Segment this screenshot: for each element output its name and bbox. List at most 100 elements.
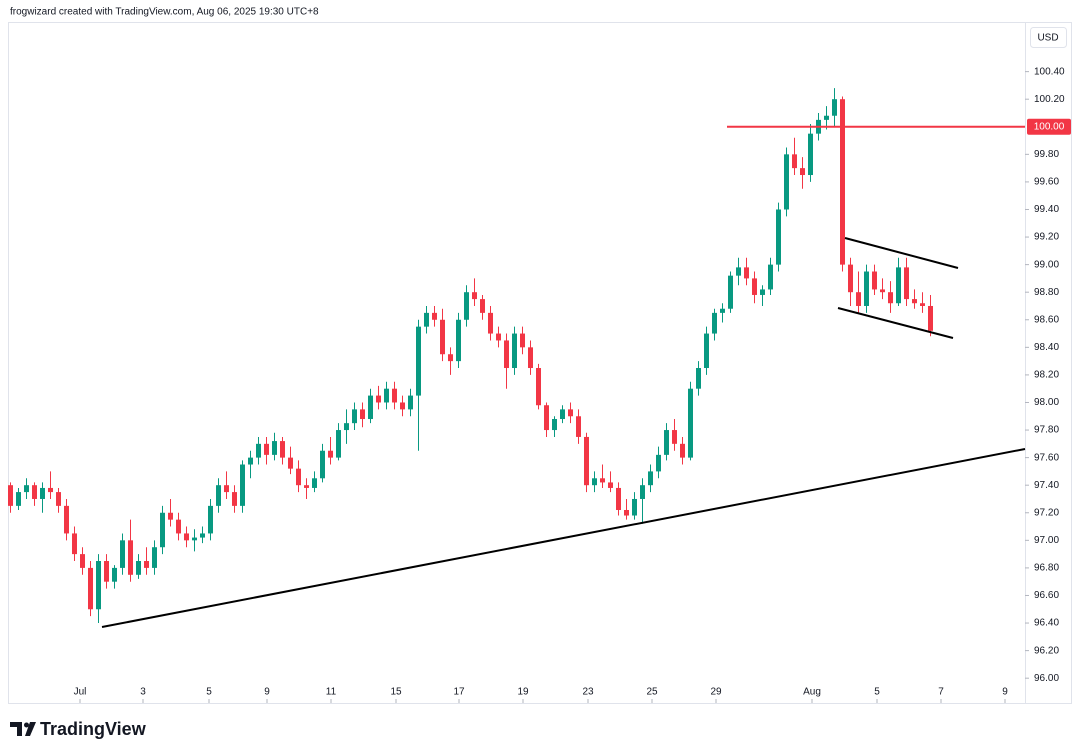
currency[interactable]: USD — [1037, 33, 1058, 44]
flag-lower-line — [837, 307, 954, 339]
candle-body — [152, 547, 157, 568]
y-tick-label: 99.80 — [1034, 149, 1059, 160]
brand-logo: TradingView — [10, 719, 147, 739]
candle-body — [400, 402, 405, 410]
candle-body — [848, 264, 853, 293]
candle-body — [920, 303, 925, 306]
candle-body — [416, 326, 421, 396]
candle-body — [656, 454, 661, 472]
candle-body — [752, 278, 757, 295]
candle-body — [56, 492, 61, 506]
candle-body — [528, 347, 533, 369]
candle-body — [224, 485, 229, 493]
y-tick-label: 97.40 — [1034, 480, 1059, 491]
candle-body — [192, 537, 197, 541]
candle-body — [424, 312, 429, 327]
candle-body — [688, 388, 693, 458]
candle-body — [256, 443, 261, 458]
candle-body — [784, 154, 789, 210]
logo-mark — [25, 722, 36, 736]
x-tick-label: 19 — [517, 687, 529, 698]
x-tick-label: 15 — [390, 687, 402, 698]
candle-body — [8, 485, 13, 506]
x-tick-label: 25 — [646, 687, 658, 698]
candle-body — [64, 505, 69, 534]
support-trendline — [101, 448, 1026, 628]
candle-body — [864, 271, 869, 306]
x-tick-label: Jul — [74, 687, 87, 698]
candle-body — [328, 450, 333, 458]
currency-box[interactable] — [1030, 27, 1067, 48]
candle-body — [632, 498, 637, 516]
candle-body — [464, 292, 469, 320]
candle-body — [248, 457, 253, 465]
candle-body — [600, 478, 605, 483]
logo-mark — [10, 722, 22, 736]
candle-body — [520, 333, 525, 348]
candle-body — [216, 485, 221, 506]
candle-body — [768, 264, 773, 290]
candle-body — [104, 561, 109, 582]
candle-body — [408, 395, 413, 410]
y-tick-label: 99.60 — [1034, 177, 1059, 188]
x-tick-label: 11 — [326, 687, 337, 698]
y-tick-label: 98.40 — [1034, 342, 1059, 353]
candle-body — [504, 340, 509, 369]
candle-body — [496, 333, 501, 341]
candle-body — [720, 308, 725, 313]
candle-body — [872, 271, 877, 290]
y-tick-label: 98.20 — [1034, 370, 1059, 381]
candle-body — [568, 409, 573, 417]
y-tick-label: 98.80 — [1034, 287, 1059, 298]
candle-body — [176, 519, 181, 534]
y-tick-label: 97.00 — [1034, 535, 1059, 546]
candle-body — [888, 292, 893, 304]
candle-body — [800, 168, 805, 176]
candle-body — [712, 312, 717, 334]
candle-body — [552, 419, 557, 431]
candle-body — [928, 305, 933, 331]
x-tick-label: 3 — [140, 687, 146, 698]
candle-body — [240, 464, 245, 506]
candle-body — [376, 395, 381, 403]
candle-body — [120, 540, 125, 568]
candle-body — [304, 485, 309, 488]
y-tick-label: 100.40 — [1034, 66, 1065, 77]
candle-body — [296, 468, 301, 486]
candle-body — [776, 209, 781, 265]
x-tick-label: 17 — [453, 687, 465, 698]
candle-body — [432, 312, 437, 320]
price-label: 100.00 — [1034, 121, 1065, 132]
candle-body — [728, 275, 733, 309]
candle-body — [128, 540, 133, 575]
price-label-box — [1027, 118, 1071, 135]
y-tick-label: 96.60 — [1034, 590, 1059, 601]
candle-body — [288, 457, 293, 469]
candle-body — [136, 561, 141, 575]
candle-body — [264, 443, 269, 455]
y-tick-label: 96.00 — [1034, 673, 1059, 684]
y-tick-label: 99.20 — [1034, 232, 1059, 243]
chart-frame — [8, 22, 1072, 704]
candle-body — [536, 368, 541, 406]
candle-body — [184, 533, 189, 541]
candle-body — [320, 450, 325, 479]
candle-body — [832, 99, 837, 116]
candle-body — [704, 333, 709, 369]
y-tick-label: 100.20 — [1034, 94, 1065, 105]
candle-body — [792, 154, 797, 169]
y-tick-label: 96.40 — [1034, 618, 1059, 629]
candle-body — [440, 319, 445, 355]
flag-upper-line — [844, 237, 959, 269]
candle-body — [360, 409, 365, 420]
y-tick-label: 99.00 — [1034, 259, 1059, 270]
candle-body — [336, 430, 341, 458]
x-tick-label: Aug — [803, 687, 821, 698]
candle-body — [72, 533, 77, 555]
candle-body — [32, 485, 37, 499]
y-tick-label: 99.40 — [1034, 204, 1059, 215]
candle-body — [512, 333, 517, 369]
candle-body — [160, 512, 165, 548]
candle-body — [24, 485, 29, 493]
